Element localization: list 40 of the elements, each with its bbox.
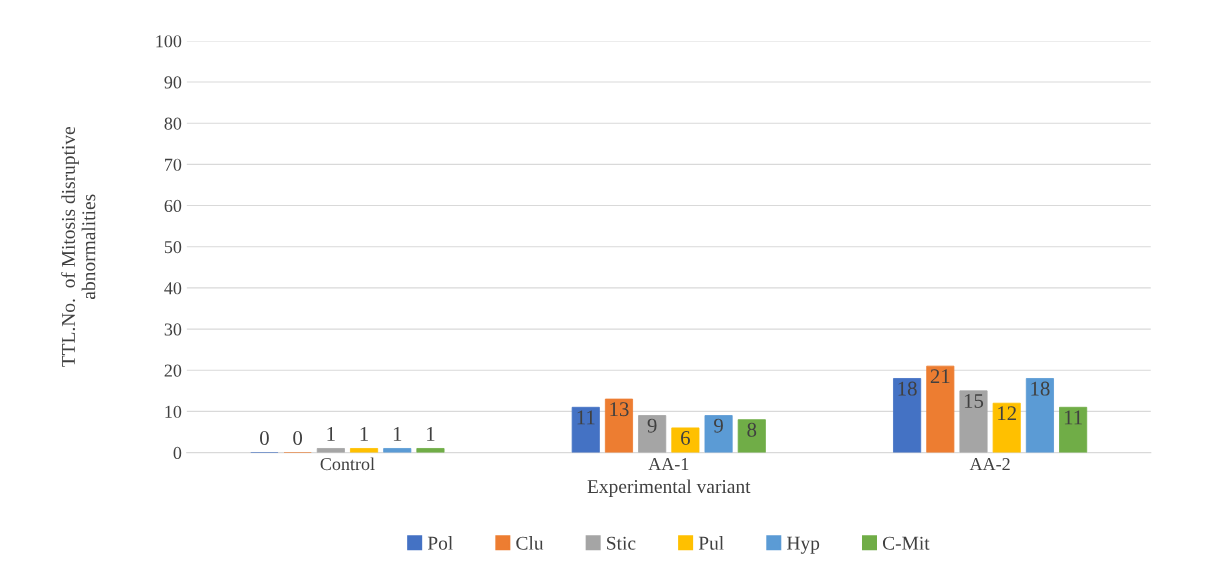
y-tick-label: 60 (164, 199, 182, 213)
y-tick-label: 30 (164, 323, 182, 336)
data-label: 18 (898, 381, 917, 396)
data-label: 11 (577, 410, 595, 425)
x-axis-title: Experimental variant (587, 479, 751, 498)
y-tick-label: 50 (164, 241, 182, 254)
data-label: 18 (1031, 381, 1050, 396)
y-tick-label: 0 (173, 446, 182, 460)
legend-label: Pul (698, 536, 724, 550)
y-tick-label: 20 (164, 364, 182, 377)
data-label: 9 (714, 418, 723, 433)
y-tick-label: 40 (164, 282, 182, 295)
y-tick-label: 80 (164, 117, 182, 130)
y-axis-title: TTL.No. of Mitosis disruptive abnormalities (61, 126, 96, 367)
y-tick-label: 100 (156, 35, 182, 48)
data-label: 13 (610, 402, 629, 417)
y-tick-label: 10 (165, 405, 182, 418)
x-tick-label: AA-2 (969, 458, 1010, 470)
data-label: 12 (998, 406, 1016, 421)
y-tick-label: 70 (165, 158, 182, 171)
legend-label: Stic (607, 536, 636, 550)
x-tick-label: Control (320, 457, 375, 471)
data-label: 15 (964, 394, 984, 408)
data-label: 11 (1064, 410, 1082, 425)
y-tick-label: 90 (164, 76, 182, 89)
data-label: 6 (681, 431, 690, 446)
data-label: 21 (930, 369, 950, 384)
data-label: 0 (260, 431, 269, 446)
data-label: 1 (427, 427, 435, 441)
legend-label: C-Mit (882, 536, 930, 550)
data-label: 1 (393, 427, 402, 441)
legend-label: Clu (516, 536, 544, 550)
legend-label: Pol (427, 536, 453, 550)
data-label: 8 (747, 422, 757, 437)
data-label: 9 (647, 418, 657, 433)
data-label: 1 (327, 427, 335, 441)
data-label: 1 (360, 427, 368, 441)
x-tick-label: AA-1 (648, 458, 689, 470)
data-label: 0 (293, 431, 303, 446)
legend-label: Hyp (786, 536, 820, 554)
